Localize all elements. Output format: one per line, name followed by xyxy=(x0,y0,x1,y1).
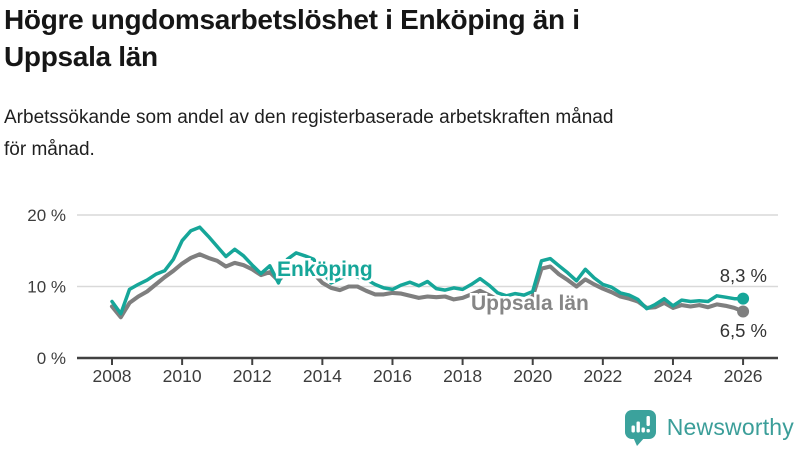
chart-title: Högre ungdomsarbetslöshet i Enköping än … xyxy=(4,2,724,76)
chart-title-line2: Uppsala län xyxy=(4,40,158,72)
y-axis-tick-label: 0 % xyxy=(37,349,66,368)
enkoping-line xyxy=(110,225,745,316)
series-label-uppsala-lan: Uppsala län xyxy=(471,292,589,315)
newsworthy-logo-text: Newsworthy xyxy=(666,414,794,440)
x-axis-tick-label: 2018 xyxy=(443,366,482,386)
x-axis-tick-label: 2014 xyxy=(303,366,342,386)
y-axis-tick-label: 10 % xyxy=(27,278,66,297)
unemployment-line-chart: 20 % 10 % 0 % 2008 2010 2012 2014 2016 2018 2020 2… xyxy=(27,206,778,386)
x-axis-tick-label: 2010 xyxy=(163,366,202,386)
x-axis-tick-label: 2020 xyxy=(513,366,552,386)
chart-subtitle: Arbetssökande som andel av den registerb… xyxy=(4,102,794,166)
series-label-enkoping: Enköping xyxy=(277,258,373,281)
enkoping-end-dot xyxy=(737,292,750,305)
x-axis-tick-label: 2024 xyxy=(653,366,692,386)
x-axis-tick-label: 2016 xyxy=(373,366,412,386)
uppsala-end-dot xyxy=(737,305,750,318)
chart-subtitle-line1: Arbetssökande som andel av den registerb… xyxy=(4,106,614,128)
uppsala-end-value: 6,5 % xyxy=(720,320,767,341)
y-axis-tick-label: 20 % xyxy=(27,206,66,225)
x-axis-tick-label: 2026 xyxy=(724,366,763,386)
x-axis-tick-label: 2022 xyxy=(583,366,622,386)
enkoping-end-value: 8,3 % xyxy=(720,265,767,286)
bar-chart-glyph xyxy=(631,416,650,433)
x-axis-tick-label: 2012 xyxy=(233,366,272,386)
chart-title-line1: Högre ungdomsarbetslöshet i Enköping än … xyxy=(4,4,580,35)
chart-header: Högre ungdomsarbetslöshet i Enköping än … xyxy=(4,2,724,166)
newsworthy-logo[interactable]: Newsworthy xyxy=(624,409,794,446)
chart-subtitle-line2: för månad. xyxy=(4,138,95,160)
newsworthy-logo-icon xyxy=(624,410,656,446)
x-axis-tick-label: 2008 xyxy=(93,366,132,386)
